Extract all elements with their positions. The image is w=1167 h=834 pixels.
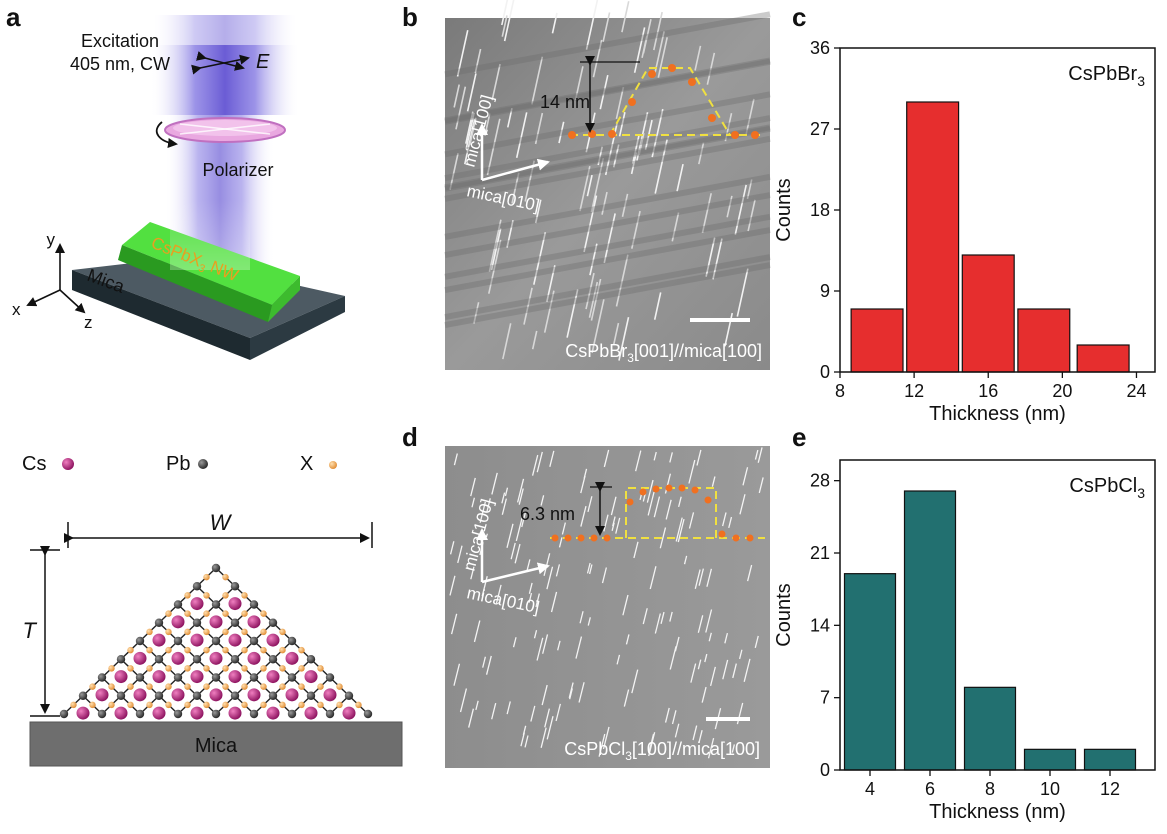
bar-c-1 (906, 101, 960, 373)
axis-y-label: y (47, 230, 56, 249)
y-tick-label-e-0: 0 (820, 760, 830, 780)
bar-e-4 (1083, 748, 1137, 771)
field-label: E (256, 51, 270, 73)
x-tick-label-c-0: 8 (835, 381, 845, 401)
y-tick-label-e-2: 14 (810, 615, 830, 635)
bar-c-2 (961, 254, 1015, 373)
bar-c-3 (1017, 308, 1071, 373)
histogram-c: 8 12 16 20 24 0 9 18 27 36 Thickness (nm) Counts CsP… (773, 38, 1156, 425)
excitation-schematic: E Excitation 405 nm, CW Polarizer CsPbX3… (12, 15, 345, 360)
excitation-line1: Excitation (81, 31, 159, 51)
coordinate-axes-icon (26, 243, 86, 314)
y-tick-label-e-4: 28 (810, 471, 830, 491)
direction-arrow-010-b (481, 158, 550, 182)
lattice-schematic: Cs Pb X W T Mica (22, 453, 403, 767)
sem-image-b: 14 nm mica[100] mica[010] CsPbBr3[001]//… (444, 0, 771, 370)
sem-d-background (445, 446, 770, 768)
y-tick-label-e-1: 7 (820, 688, 830, 708)
x-tick-label-e-4: 12 (1100, 779, 1120, 799)
bar-c-4 (1076, 344, 1130, 373)
sem-image-d: 6.3 nm mica[100] mica[010] CsPbCl3[100]/… (445, 446, 770, 768)
scale-bar-b (690, 318, 750, 322)
x-tick-label-e-1: 6 (925, 779, 935, 799)
mica-side-face (250, 296, 345, 360)
plot-frame-e (839, 459, 1156, 771)
chart-title-c: CsPbBr3 (1068, 63, 1145, 89)
y-tick-label-c-3: 27 (810, 119, 830, 139)
bar-e-2 (963, 686, 1017, 771)
x-tick-label-c-3: 20 (1052, 381, 1072, 401)
y-axis-label-c: Counts (773, 178, 795, 241)
panel-label-a: a (6, 2, 21, 32)
sem-d-nanowires (449, 447, 764, 759)
direction-arrow-010-d (481, 562, 550, 584)
axis-z-label: z (84, 313, 93, 332)
histogram-e: 4 6 8 10 12 0 7 14 21 28 Thickness (nm) Counts CsPbC… (773, 459, 1156, 823)
y-tick-label-c-2: 18 (810, 200, 830, 220)
y-axis-label-e: Counts (773, 583, 795, 646)
x-tick-label-e-0: 4 (865, 779, 875, 799)
scale-bar-d (706, 717, 750, 721)
height-profile-points-d (551, 484, 754, 542)
thickness-label: T (23, 618, 38, 643)
y-tick-label-e-3: 21 (810, 543, 830, 563)
height-label-b: 14 nm (540, 92, 590, 112)
legend-x-label: X (300, 453, 313, 475)
width-label: W (210, 510, 233, 535)
perovskite-lattice (59, 563, 373, 720)
y-tick-label-c-4: 36 (810, 38, 830, 58)
sem-d-caption: CsPbCl3[100]//mica[100] (564, 739, 760, 763)
bar-e-0 (843, 573, 897, 771)
x-tick-label-c-1: 12 (904, 381, 924, 401)
panel-label-b: b (402, 2, 418, 32)
legend-cs-dot (62, 458, 74, 470)
sem-b-nanowires (444, 0, 771, 361)
bar-e-3 (1023, 748, 1077, 771)
x-tick-label-c-4: 24 (1126, 381, 1146, 401)
sem-b-caption: CsPbBr3[001]//mica[100] (565, 341, 762, 365)
mica-top-face (72, 258, 345, 338)
panel-label-e: e (792, 422, 806, 452)
chart-title-e: CsPbCl3 (1069, 475, 1145, 501)
bar-c-0 (850, 308, 904, 373)
field-double-arrow-icon (191, 51, 250, 75)
height-label-d: 6.3 nm (520, 504, 575, 524)
x-tick-label-c-2: 16 (978, 381, 998, 401)
panel-label-d: d (402, 422, 418, 452)
x-axis-label-c: Thickness (nm) (929, 403, 1066, 425)
x-axis-label-e: Thickness (nm) (929, 801, 1066, 823)
y-tick-label-c-0: 0 (820, 362, 830, 382)
mica-base-label: Mica (195, 735, 238, 757)
x-tick-label-e-3: 10 (1040, 779, 1060, 799)
polarizer-label: Polarizer (202, 160, 273, 180)
mica-front-face (72, 270, 250, 360)
rotation-arrow-icon (155, 121, 178, 148)
legend-cs-label: Cs (22, 453, 46, 475)
y-tick-label-c-1: 9 (820, 281, 830, 301)
legend-x-dot (329, 461, 337, 469)
legend-pb-dot (198, 459, 208, 469)
excitation-line2: 405 nm, CW (70, 54, 170, 74)
panel-label-c: c (792, 2, 806, 32)
x-tick-label-e-2: 8 (985, 779, 995, 799)
mica-base (29, 721, 403, 767)
legend-pb-label: Pb (166, 453, 190, 475)
bar-e-1 (903, 490, 957, 771)
axis-x-label: x (12, 300, 21, 319)
